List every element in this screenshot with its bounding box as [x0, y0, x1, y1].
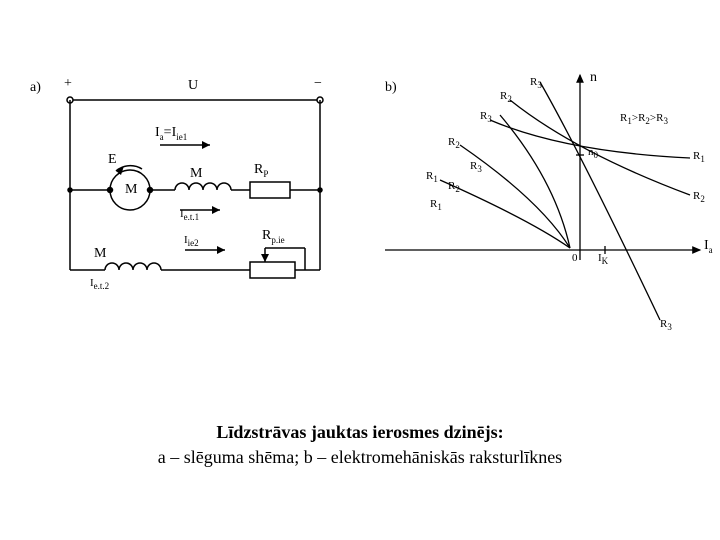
- circuit-diagram: [10, 70, 370, 330]
- resistance-ordering: R1>R2>R3: [620, 112, 668, 126]
- upper-r3-label: R3: [480, 110, 492, 124]
- upper-r1-label: R1: [426, 170, 438, 184]
- top-r3-label: R3: [530, 76, 542, 90]
- rpie-label: Rp.ie: [262, 228, 285, 245]
- ia-axis-label: Ia: [704, 238, 713, 255]
- plus-terminal: +: [64, 76, 72, 92]
- n-axis-label: n: [590, 70, 597, 86]
- top-r2-label: R2: [500, 90, 512, 104]
- right-r3-label: R3: [660, 318, 672, 332]
- motor-label: M: [125, 182, 137, 198]
- right-r2-label: R2: [693, 190, 705, 204]
- minus-terminal: −: [314, 76, 322, 92]
- caption-title: Līdzstrāvas jauktas ierosmes dzinējs:: [216, 422, 503, 442]
- armature-current-label: Ia=Iie1: [155, 125, 187, 142]
- origin-label: 0: [572, 252, 578, 264]
- emf-label: E: [108, 152, 117, 168]
- diag-r2-label: R2: [448, 180, 460, 194]
- diag-r3-label: R3: [470, 160, 482, 174]
- panel-b-label: b): [385, 80, 397, 96]
- rp-label: RP: [254, 162, 268, 179]
- voltage-u: U: [188, 78, 198, 94]
- inductor-bottom-label: M: [94, 246, 106, 262]
- caption: Līdzstrāvas jauktas ierosmes dzinējs: a …: [0, 420, 720, 470]
- iie2-label: Iie2: [184, 234, 199, 248]
- iet1-label: Ie.t.1: [180, 208, 199, 222]
- figure-area: a) + − U Ia=Iie1 E M M RP Ie.t.1 M Ie.t.…: [0, 70, 720, 370]
- right-r1-label: R1: [693, 150, 705, 164]
- iet2-label: Ie.t.2: [90, 277, 109, 291]
- caption-line2: a – slēguma shēma; b – elektromehāniskās…: [158, 447, 562, 467]
- diag-r1-label: R1: [430, 198, 442, 212]
- n0-label: n0: [588, 146, 598, 160]
- ik-label: IK: [598, 252, 608, 266]
- panel-a-label: a): [30, 80, 41, 96]
- inductor-top-label: M: [190, 166, 202, 182]
- upper-r2-label: R2: [448, 136, 460, 150]
